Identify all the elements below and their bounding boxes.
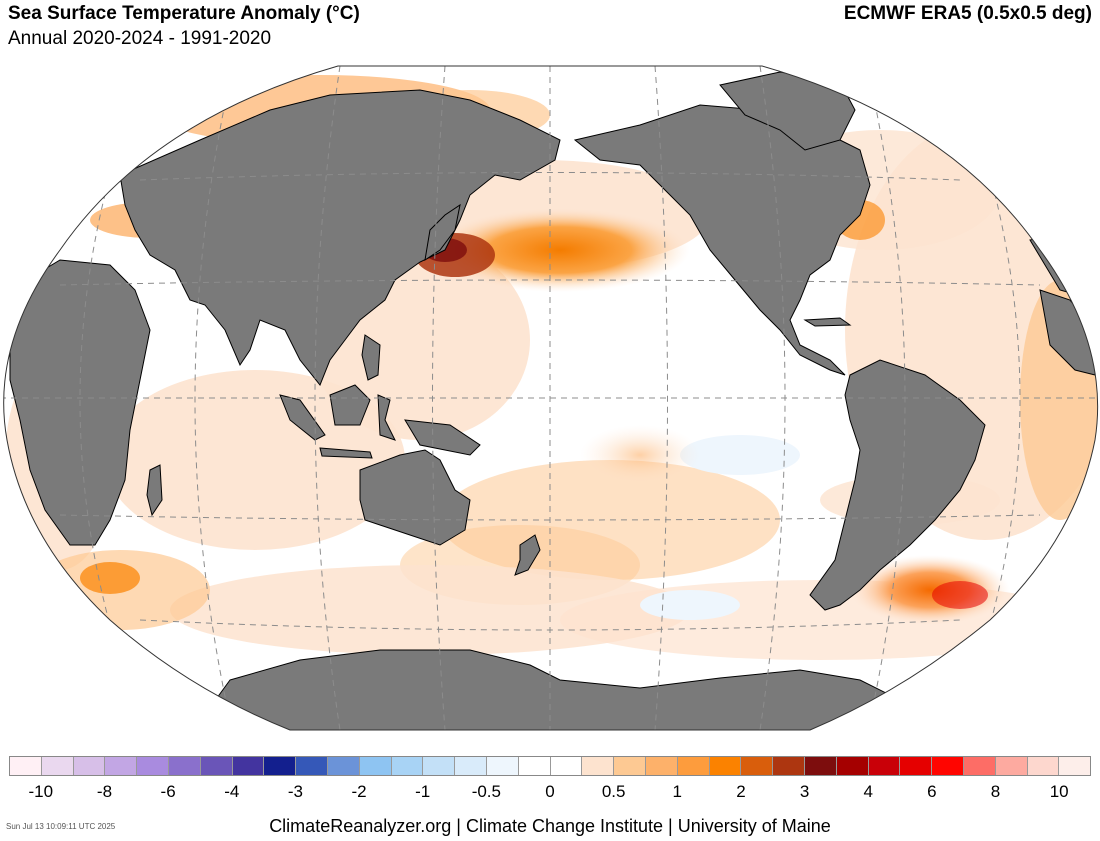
colorbar-swatch [932, 757, 964, 775]
world-map [3, 65, 1099, 731]
colorbar-tick-label: -6 [160, 782, 176, 801]
colorbar-swatch [550, 757, 583, 775]
colorbar-swatch [41, 757, 74, 775]
colorbar-tick-label: 10 [1049, 782, 1069, 801]
colorbar-swatch [614, 757, 646, 775]
landmass-eurasia [119, 89, 561, 386]
colorbar-swatch [518, 757, 551, 775]
landmass-philippines [361, 334, 381, 381]
colorbar-swatch [645, 757, 678, 775]
colorbar-tick-label: -2 [351, 782, 367, 801]
colorbar-swatch [137, 757, 169, 775]
colorbar-tick-label: 3 [799, 782, 810, 801]
colorbar-swatch [327, 757, 360, 775]
colorbar-tick-label: 0 [545, 782, 555, 801]
land-masses [9, 71, 1096, 730]
colorbar-swatch [900, 757, 933, 775]
landmass-sumatra [279, 394, 326, 441]
landmass-madagascar [146, 464, 163, 517]
colorbar-swatch [773, 757, 805, 775]
colorbar-swatch [1027, 757, 1060, 775]
colorbar-swatch [1059, 757, 1091, 775]
colorbar-tick-label: 6 [927, 782, 937, 801]
colorbar-swatch [200, 757, 233, 775]
map-outline [3, 65, 1099, 731]
colorbar-swatch [10, 757, 42, 775]
colorbar-swatch [741, 757, 774, 775]
colorbar-swatch [868, 757, 901, 775]
colorbar-swatch [264, 757, 297, 775]
map-title: Sea Surface Temperature Anomaly (°C) [8, 3, 360, 24]
colorbar [9, 756, 1091, 776]
colorbar-swatch [836, 757, 869, 775]
colorbar-swatch [677, 757, 710, 775]
landmass-java [319, 447, 373, 459]
colorbar-swatch [296, 757, 328, 775]
colorbar-swatch [995, 757, 1028, 775]
colorbar-tick-label: -0.5 [471, 782, 501, 801]
graticule [3, 66, 1098, 730]
colorbar-tick-label: -10 [28, 782, 54, 801]
colorbar-tick-label: -4 [224, 782, 240, 801]
colorbar-swatch [709, 757, 742, 775]
landmass-new-zealand [514, 534, 541, 576]
colorbar-swatch [232, 757, 265, 775]
colorbar-tick-label: -8 [96, 782, 113, 801]
colorbar-swatch [168, 757, 201, 775]
landmass-cuba [803, 317, 852, 327]
colorbar-swatch [105, 757, 138, 775]
colorbar-tick-label: -1 [415, 782, 431, 801]
colorbar-tick-label: 8 [990, 782, 1001, 801]
colorbar-tick-label: 4 [863, 782, 873, 801]
landmass-australia [359, 449, 471, 546]
colorbar-tick-label: 2 [736, 782, 746, 801]
colorbar-tick-label: 0.5 [601, 782, 626, 801]
credit-line: ClimateReanalyzer.org | Climate Change I… [269, 816, 831, 836]
landmass-japan [424, 203, 461, 262]
colorbar-swatch [582, 757, 615, 775]
colorbar-swatch [804, 757, 837, 775]
colorbar-swatch [486, 757, 519, 775]
map-subtitle: Annual 2020-2024 - 1991-2020 [8, 28, 272, 49]
colorbar-tick-label: 1 [672, 782, 683, 801]
landmass-sulawesi [377, 394, 396, 441]
colorbar-swatch [391, 757, 424, 775]
colorbar-swatch [73, 757, 106, 775]
colorbar-swatch [963, 757, 996, 775]
colorbar-swatch [455, 757, 487, 775]
colorbar-swatch [423, 757, 456, 775]
landmass-borneo [329, 384, 371, 426]
timestamp: Sun Jul 13 10:09:11 UTC 2025 [6, 822, 116, 831]
colorbar-tick-labels: -10 -8 -6 -4 -3 -2 -1 -0.5 0 0.5 1 2 3 4 6 8 10 [9, 782, 1091, 806]
dataset-label: ECMWF ERA5 (0.5x0.5 deg) [843, 3, 1092, 24]
landmass-south-america [809, 359, 986, 611]
colorbar-swatch [359, 757, 392, 775]
map-content [3, 66, 1098, 730]
colorbar-tick-label: -3 [287, 782, 303, 801]
landmass-new-guinea [404, 419, 481, 456]
